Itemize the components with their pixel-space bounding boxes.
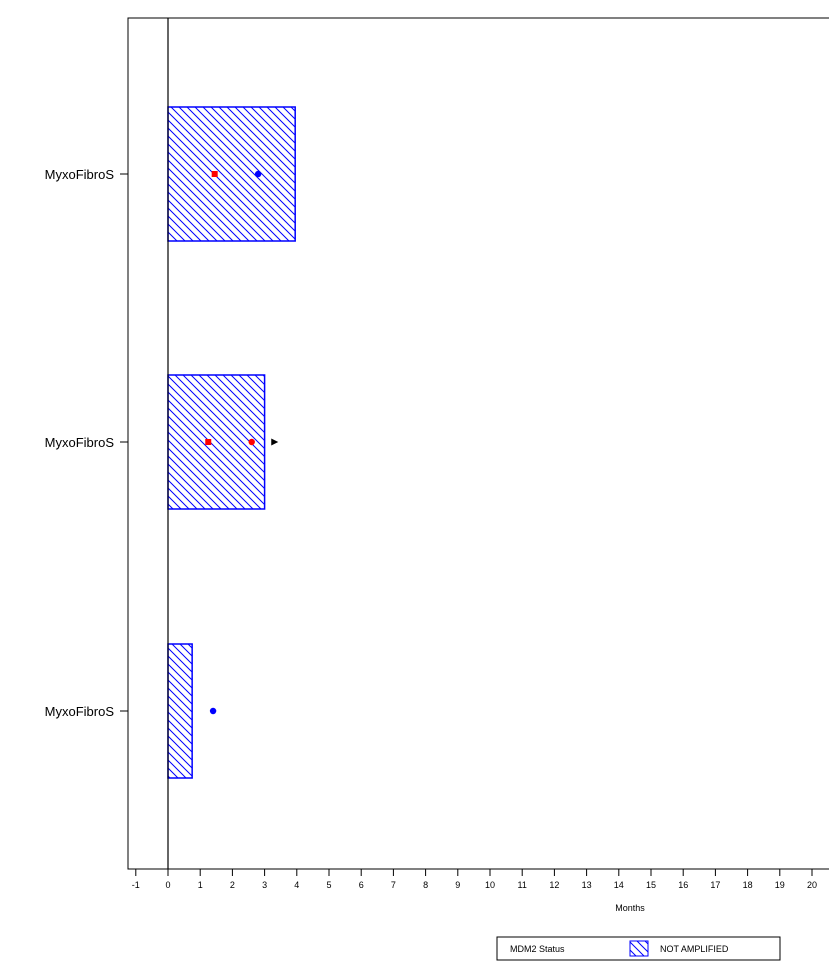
x-tick-label: 5 xyxy=(326,880,331,890)
bar xyxy=(167,643,193,779)
bar xyxy=(167,374,266,510)
x-tick-label: 17 xyxy=(710,880,720,890)
legend-title: MDM2 Status xyxy=(510,944,565,954)
x-tick-label: 1 xyxy=(198,880,203,890)
x-tick-label: 0 xyxy=(165,880,170,890)
x-tick-label: -1 xyxy=(132,880,140,890)
x-tick-label: 15 xyxy=(646,880,656,890)
x-tick-label: 14 xyxy=(614,880,624,890)
x-tick-label: 9 xyxy=(455,880,460,890)
y-axis: MyxoFibroS MyxoFibroS MyxoFibroS xyxy=(45,167,128,719)
x-tick-label: 8 xyxy=(423,880,428,890)
x-tick-label: 3 xyxy=(262,880,267,890)
x-tick-label: 16 xyxy=(678,880,688,890)
legend-swatch xyxy=(629,940,649,957)
y-tick-label: MyxoFibroS xyxy=(45,167,115,182)
x-tick-label: 19 xyxy=(775,880,785,890)
x-axis-label: Months xyxy=(615,903,645,913)
x-tick-label: 10 xyxy=(485,880,495,890)
square-marker xyxy=(211,171,218,177)
bars-layer xyxy=(167,106,296,779)
x-tick-label: 11 xyxy=(518,880,527,890)
x-tick-label: 7 xyxy=(391,880,396,890)
circle-marker xyxy=(254,170,262,178)
circle-marker xyxy=(209,707,217,715)
plot-frame xyxy=(127,17,829,870)
square-marker xyxy=(205,439,212,445)
legend: MDM2 Status NOT AMPLIFIED xyxy=(496,936,781,961)
markers-layer xyxy=(205,170,279,715)
circle-marker xyxy=(248,438,255,446)
x-tick-label: 2 xyxy=(230,880,235,890)
x-tick-label: 12 xyxy=(549,880,559,890)
x-tick-label: 6 xyxy=(359,880,364,890)
x-tick-label: 13 xyxy=(582,880,592,890)
y-tick-label: MyxoFibroS xyxy=(45,704,115,719)
y-tick-label: MyxoFibroS xyxy=(45,435,115,450)
x-tick-label: 20 xyxy=(807,880,817,890)
x-tick-label: 4 xyxy=(294,880,299,890)
legend-entry-label: NOT AMPLIFIED xyxy=(660,944,729,954)
bar xyxy=(167,106,296,242)
x-axis: -1 0 1 2 3 4 5 6 7 8 9 10 11 12 13 14 15 16 17 18 19 20 xyxy=(132,869,817,890)
arrow-marker xyxy=(271,438,279,446)
x-tick-label: 18 xyxy=(743,880,753,890)
